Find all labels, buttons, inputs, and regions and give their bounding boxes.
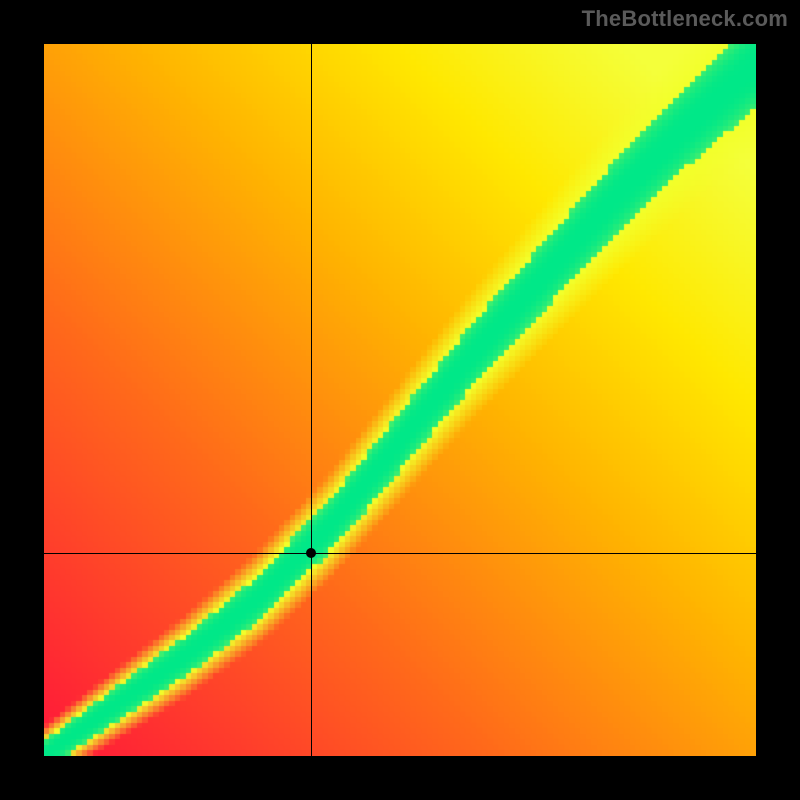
crosshair-marker	[306, 548, 316, 558]
watermark-text: TheBottleneck.com	[582, 6, 788, 32]
heatmap-canvas	[44, 44, 756, 756]
crosshair-vertical	[311, 44, 312, 756]
plot-area	[44, 44, 756, 756]
chart-container: TheBottleneck.com	[0, 0, 800, 800]
crosshair-horizontal	[44, 553, 756, 554]
